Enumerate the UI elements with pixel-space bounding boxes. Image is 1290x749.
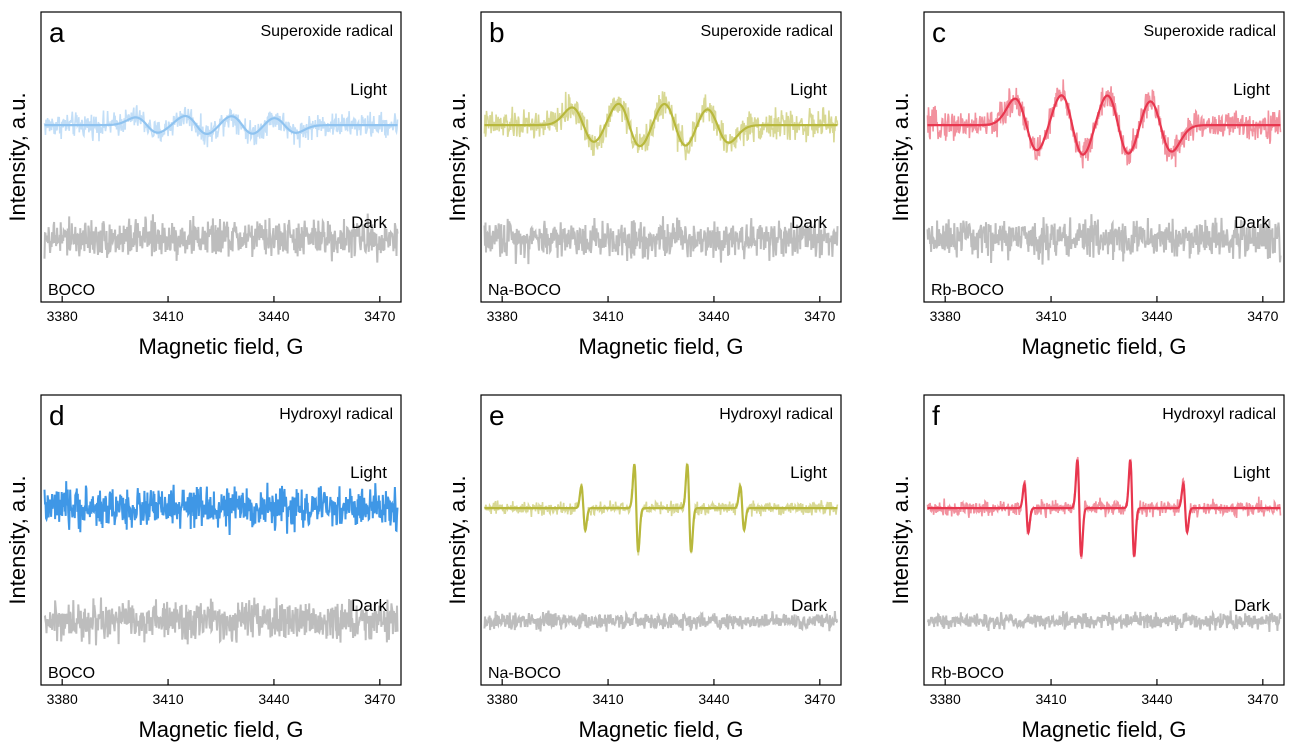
sample-label: Na-BOCO <box>488 282 561 299</box>
x-tick-label: 3470 <box>1247 691 1278 707</box>
x-tick-label: 3380 <box>930 691 961 707</box>
series-label-light: Light <box>350 463 387 482</box>
y-axis-label: Intensity, a.u. <box>5 92 30 221</box>
series-light-line <box>926 79 1282 169</box>
panel-a: 3380 3410 3440 3470 Magnetic field, G Intensi… <box>5 11 402 359</box>
series-light-fit-line <box>44 114 398 135</box>
x-tick-label: 3410 <box>1035 691 1066 707</box>
x-axis-label: Magnetic field, G <box>1021 334 1186 359</box>
panel-letter: a <box>49 17 65 48</box>
plot-frame <box>480 394 842 686</box>
y-axis-label: Intensity, a.u. <box>888 92 913 221</box>
x-tick-label: 3380 <box>47 691 78 707</box>
x-tick-label: 3380 <box>487 691 518 707</box>
panel-letter: c <box>932 17 946 48</box>
panel-letter: d <box>49 400 65 431</box>
panel-title: Hydroxyl radical <box>279 406 393 423</box>
series-dark-line <box>43 597 399 646</box>
x-axis-label: Magnetic field, G <box>138 334 303 359</box>
series-label-light: Light <box>790 463 827 482</box>
x-tick-label: 3410 <box>1035 308 1066 324</box>
x-tick-label: 3410 <box>152 691 183 707</box>
x-tick-label: 3410 <box>592 691 623 707</box>
series-label-dark: Dark <box>351 213 387 232</box>
plot-frame <box>923 11 1285 303</box>
x-tick-label: 3440 <box>1141 308 1172 324</box>
series-label-light: Light <box>790 80 827 99</box>
series-light-line <box>483 91 839 161</box>
panel-b: 3380 3410 3440 3470 Magnetic field, G Intensi… <box>445 11 842 359</box>
series-label-dark: Dark <box>791 213 827 232</box>
panel-letter: e <box>489 400 505 431</box>
panel-title: Hydroxyl radical <box>1162 406 1276 423</box>
series-light-fit-line <box>927 94 1281 156</box>
sample-label: Rb-BOCO <box>931 282 1004 299</box>
x-tick-label: 3410 <box>152 308 183 324</box>
x-tick-label: 3380 <box>930 308 961 324</box>
series-light-line <box>43 481 399 536</box>
series-label-light: Light <box>1233 80 1270 99</box>
x-tick-label: 3470 <box>364 308 395 324</box>
x-tick-label: 3380 <box>47 308 78 324</box>
x-tick-label: 3380 <box>487 308 518 324</box>
panel-d: 3380 3410 3440 3470 Magnetic field, G Intensi… <box>5 394 402 742</box>
plot-frame <box>40 11 402 303</box>
series-light-fit-line <box>927 459 1281 557</box>
plot-frame <box>480 11 842 303</box>
sample-label: BOCO <box>48 282 95 299</box>
sample-label: BOCO <box>48 665 95 682</box>
panel-title: Superoxide radical <box>1143 23 1276 40</box>
x-tick-label: 3440 <box>258 691 289 707</box>
panel-e: 3380 3410 3440 3470 Magnetic field, G Intensi… <box>445 394 842 742</box>
series-dark-line <box>926 609 1282 632</box>
x-tick-label: 3470 <box>364 691 395 707</box>
panel-f: 3380 3410 3440 3470 Magnetic field, G Intensi… <box>888 394 1285 742</box>
panel-c: 3380 3410 3440 3470 Magnetic field, G Intensi… <box>888 11 1285 359</box>
y-axis-label: Intensity, a.u. <box>5 475 30 604</box>
panel-title: Superoxide radical <box>700 23 833 40</box>
sample-label: Rb-BOCO <box>931 665 1004 682</box>
series-light-line <box>926 456 1282 560</box>
series-dark-line <box>43 213 399 263</box>
series-label-dark: Dark <box>791 596 827 615</box>
series-dark-line <box>483 609 838 632</box>
panel-title: Superoxide radical <box>260 23 393 40</box>
x-axis-label: Magnetic field, G <box>138 717 303 742</box>
x-tick-label: 3410 <box>592 308 623 324</box>
series-dark-line <box>926 214 1282 265</box>
x-tick-label: 3440 <box>698 308 729 324</box>
y-axis-label: Intensity, a.u. <box>445 92 470 221</box>
plot-frame <box>923 394 1285 686</box>
x-tick-label: 3470 <box>804 691 835 707</box>
series-dark-line <box>483 216 839 265</box>
series-light-fit-line <box>484 102 838 148</box>
panel-letter: b <box>489 17 505 48</box>
series-label-light: Light <box>1233 463 1270 482</box>
x-axis-label: Magnetic field, G <box>578 717 743 742</box>
series-light-fit-line <box>484 463 838 553</box>
series-label-dark: Dark <box>1234 596 1270 615</box>
series-label-dark: Dark <box>1234 213 1270 232</box>
panel-title: Hydroxyl radical <box>719 406 833 423</box>
panel-letter: f <box>932 400 940 431</box>
x-tick-label: 3470 <box>1247 308 1278 324</box>
x-tick-label: 3470 <box>804 308 835 324</box>
series-label-dark: Dark <box>351 596 387 615</box>
x-tick-label: 3440 <box>258 308 289 324</box>
x-tick-label: 3440 <box>1141 691 1172 707</box>
x-tick-label: 3440 <box>698 691 729 707</box>
plot-frame <box>40 394 402 686</box>
x-axis-label: Magnetic field, G <box>578 334 743 359</box>
series-label-light: Light <box>350 80 387 99</box>
x-axis-label: Magnetic field, G <box>1021 717 1186 742</box>
y-axis-label: Intensity, a.u. <box>445 475 470 604</box>
series-light-line <box>43 105 399 148</box>
sample-label: Na-BOCO <box>488 665 561 682</box>
y-axis-label: Intensity, a.u. <box>888 475 913 604</box>
